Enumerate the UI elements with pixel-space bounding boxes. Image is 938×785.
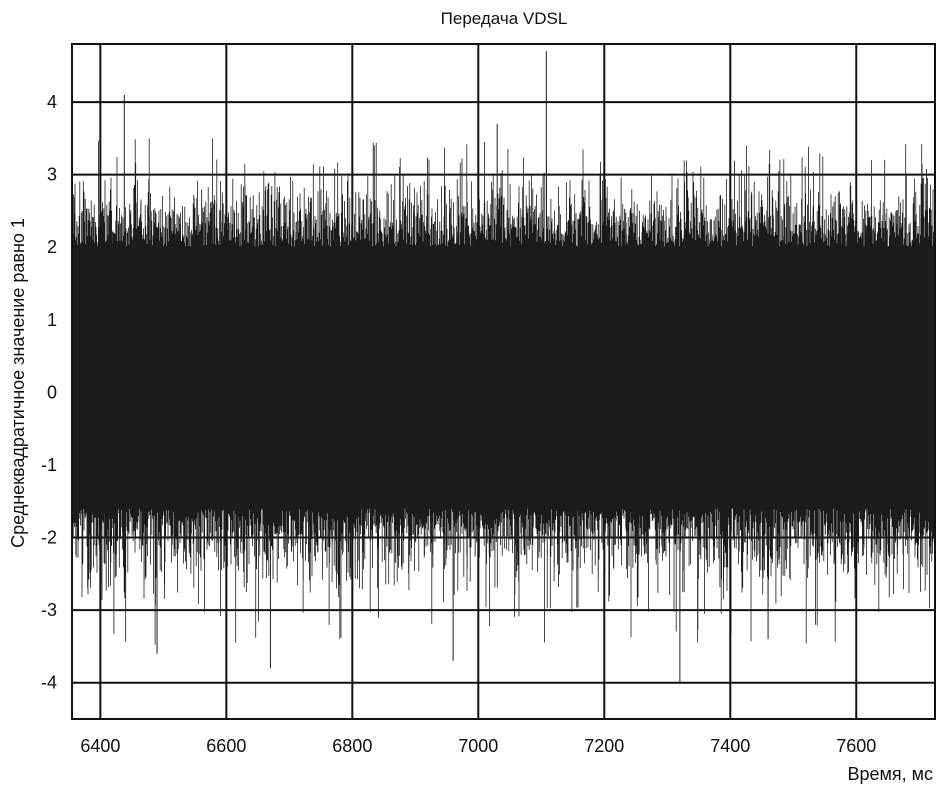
tick-labels: 6400 6600 6800 7000 7200 7400 7600 -4 -3 -2 -1 0 1 2 3…	[41, 92, 876, 756]
chart-title: Передача VDSL	[441, 9, 568, 28]
x-tick-label: 6400	[80, 736, 120, 756]
signal-series	[71, 51, 936, 683]
y-tick-label: -3	[41, 600, 57, 620]
y-tick-label: -4	[41, 673, 57, 693]
x-tick-label: 7400	[710, 736, 750, 756]
y-tick-label: 4	[47, 92, 57, 112]
y-tick-label: -1	[41, 455, 57, 475]
y-tick-label: 1	[47, 310, 57, 330]
y-tick-label: 3	[47, 165, 57, 185]
y-tick-label: 2	[47, 237, 57, 257]
y-tick-label: -2	[41, 528, 57, 548]
x-tick-label: 7600	[836, 736, 876, 756]
plot-frame	[71, 43, 936, 720]
x-tick-label: 6600	[206, 736, 246, 756]
y-axis-label: Среднеквадратичное значение равно 1	[8, 218, 28, 548]
y-tick-label: 0	[47, 382, 57, 402]
x-tick-label: 7200	[584, 736, 624, 756]
x-tick-label: 6800	[332, 736, 372, 756]
x-axis-label: Время, мс	[847, 764, 933, 784]
x-tick-label: 7000	[458, 736, 498, 756]
signal-trace	[71, 138, 936, 645]
